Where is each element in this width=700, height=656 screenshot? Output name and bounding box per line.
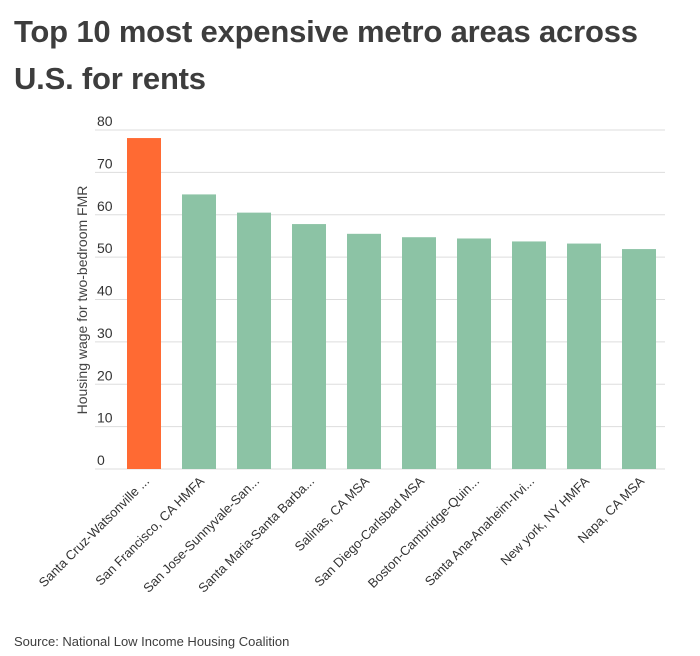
bar [512,241,546,469]
bar [292,224,326,469]
x-tick-label: Santa Ana-Anaheim-Irvi... [422,474,537,589]
y-tick-label: 30 [97,325,113,341]
y-tick-label: 0 [97,452,105,468]
y-tick-label: 70 [97,155,113,171]
bar [567,243,601,469]
bar [622,249,656,469]
x-tick-label: San Diego-Carlsbad MSA [311,473,427,589]
x-tick-label: Santa Maria-Santa Barba... [195,474,317,596]
x-axis-labels: Santa Cruz-Watsonville ...San Francisco,… [36,473,648,595]
source-note: Source: National Low Income Housing Coal… [14,634,290,649]
bar [457,238,491,469]
y-tick-label: 80 [97,113,113,129]
y-tick-label: 40 [97,283,113,299]
y-tick-label: 60 [97,198,113,214]
y-tick-label: 10 [97,410,113,426]
y-tick-label: 20 [97,367,113,383]
x-tick-label: Santa Cruz-Watsonville ... [36,474,153,591]
x-tick-label: San Francisco, CA HMFA [92,473,207,588]
y-axis-ticks: 0 10 20 30 40 50 60 70 80 [97,113,113,468]
bar [182,194,216,469]
bar [402,237,436,469]
y-tick-label: 50 [97,240,113,256]
bar [347,233,381,469]
x-tick-label: San Jose-Sunnyvale-San... [140,474,262,596]
y-axis-label: Housing wage for two-bedroom FMR [74,186,90,415]
x-tick-label: Boston-Cambridge-Quin... [365,474,482,591]
bar [127,138,161,469]
bar [237,212,271,469]
chart-title: Top 10 most expensive metro areas across… [14,14,638,96]
bars [127,138,656,469]
